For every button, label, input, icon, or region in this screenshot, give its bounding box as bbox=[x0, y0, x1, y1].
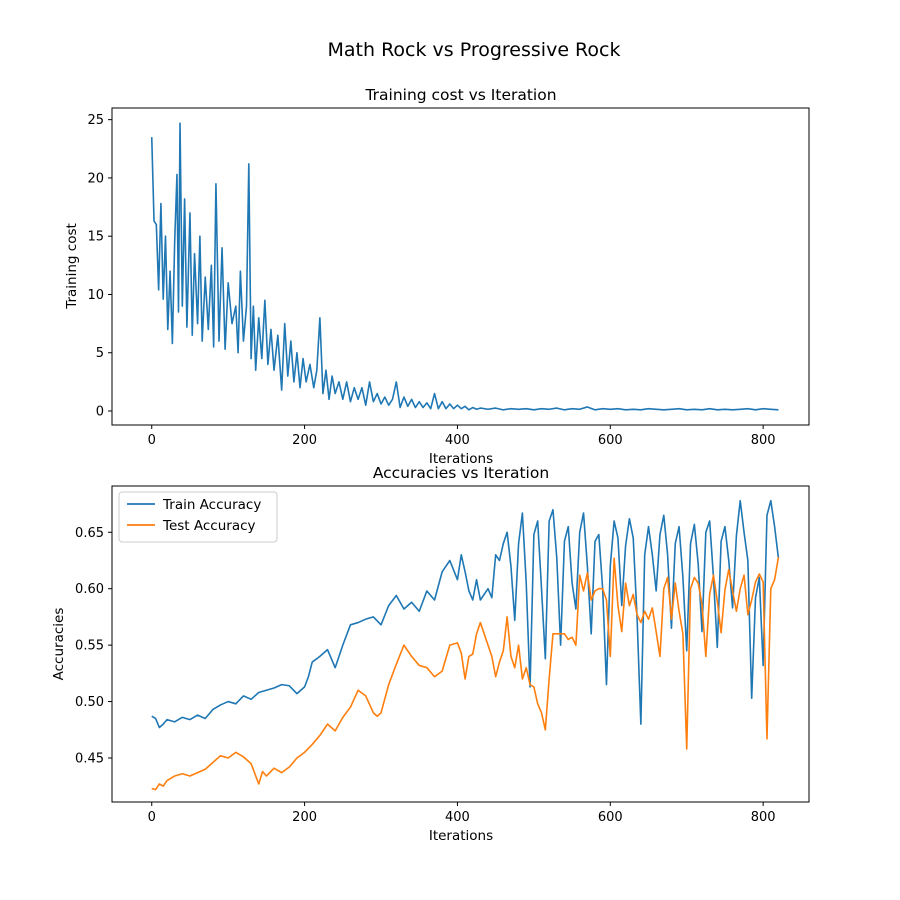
y-tick-label: 0.50 bbox=[75, 695, 104, 710]
x-tick-label: 600 bbox=[598, 433, 623, 448]
figure-title: Math Rock vs Progressive Rock bbox=[328, 39, 621, 61]
accuracies-axes: Accuracies vs Iteration Iterations Accur… bbox=[51, 464, 810, 844]
x-tick-label: 200 bbox=[292, 433, 317, 448]
y-tick-label: 15 bbox=[87, 230, 104, 245]
training-cost-axes: Training cost vs Iteration Iterations Tr… bbox=[64, 86, 810, 467]
axes-title: Training cost vs Iteration bbox=[364, 86, 556, 104]
x-tick-label: 400 bbox=[445, 433, 470, 448]
y-tick-label: 5 bbox=[96, 346, 104, 361]
y-tick-label: 10 bbox=[87, 288, 104, 303]
x-tick-label: 0 bbox=[148, 433, 156, 448]
legend-box bbox=[118, 491, 278, 543]
legend: Train Accuracy Test Accuracy bbox=[118, 491, 278, 543]
x-axis-label: Iterations bbox=[429, 451, 493, 467]
x-tick-label: 200 bbox=[292, 810, 317, 825]
y-axis-label: Training cost bbox=[64, 223, 80, 310]
x-tick-label: 600 bbox=[598, 810, 623, 825]
legend-label: Train Accuracy bbox=[162, 497, 261, 513]
x-axis-label: Iterations bbox=[429, 828, 493, 844]
legend-label: Test Accuracy bbox=[162, 518, 256, 534]
y-tick-label: 0.65 bbox=[75, 526, 104, 541]
x-tick-label: 800 bbox=[751, 810, 776, 825]
x-tick-label: 800 bbox=[751, 433, 776, 448]
axes-frame bbox=[111, 485, 810, 803]
y-tick-label: 0.45 bbox=[75, 751, 104, 766]
series-line-test-accuracy bbox=[151, 556, 780, 791]
y-tick-label: 25 bbox=[87, 113, 104, 128]
y-tick-label: 0 bbox=[96, 405, 104, 420]
x-tick-label: 0 bbox=[148, 810, 156, 825]
axes-title: Accuracies vs Iteration bbox=[373, 464, 549, 482]
series-line-train-accuracy bbox=[151, 499, 780, 729]
series-line-training-cost bbox=[150, 122, 779, 411]
x-tick-label: 400 bbox=[445, 810, 470, 825]
axes-frame bbox=[111, 107, 810, 426]
y-tick-label: 0.55 bbox=[75, 639, 104, 654]
y-tick-label: 20 bbox=[87, 171, 104, 186]
y-tick-label: 0.60 bbox=[75, 582, 104, 597]
y-axis-label: Accuracies bbox=[51, 608, 67, 681]
